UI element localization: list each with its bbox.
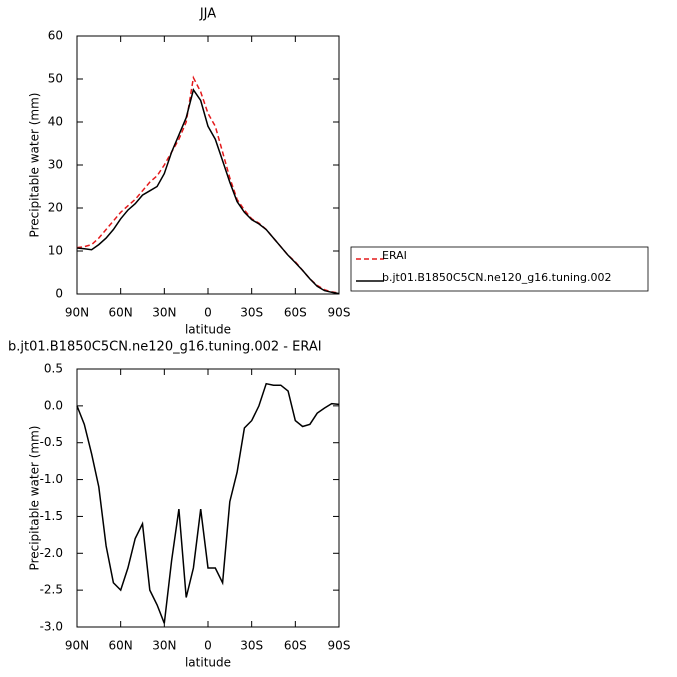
x-tick-label: 30S — [240, 306, 263, 320]
legend-box — [350, 246, 649, 292]
y-tick-label: 30 — [48, 158, 63, 172]
x-tick-label: 60S — [284, 639, 307, 653]
y-axis-label: Precipitable water (mm) — [28, 426, 42, 571]
plot-frame — [76, 368, 340, 628]
y-tick-label: 0.5 — [44, 362, 63, 376]
x-axis-label: latitude — [185, 323, 231, 337]
y-tick-label: -1.0 — [40, 472, 63, 486]
y-tick-label: 0.0 — [44, 398, 63, 412]
y-tick-label: 0 — [55, 287, 63, 301]
x-tick-label: 30N — [152, 306, 176, 320]
y-tick-label: -2.0 — [40, 546, 63, 560]
x-tick-label: 0 — [204, 639, 212, 653]
line-series — [76, 382, 340, 624]
y-tick-label: 10 — [48, 244, 63, 258]
x-tick-label: 60N — [109, 306, 133, 320]
x-tick-label: 60S — [284, 306, 307, 320]
x-tick-label: 90S — [328, 639, 351, 653]
plot-frame — [76, 35, 340, 295]
line-series — [76, 88, 340, 295]
y-tick-label: 50 — [48, 72, 63, 86]
chart-title: JJA — [199, 7, 216, 22]
y-tick-label: -3.0 — [40, 620, 63, 634]
y-tick-label: -0.5 — [40, 435, 63, 449]
legend-label: b.jt01.B1850C5CN.ne120_g16.tuning.002 — [382, 271, 611, 284]
y-tick-label: -2.5 — [40, 583, 63, 597]
x-tick-label: 90N — [65, 306, 89, 320]
y-tick-label: 20 — [48, 201, 63, 215]
x-tick-label: 90N — [65, 639, 89, 653]
legend-label: ERAI — [382, 249, 407, 262]
x-tick-label: 30N — [152, 639, 176, 653]
y-tick-label: -1.5 — [40, 509, 63, 523]
y-tick-label: 60 — [48, 29, 63, 43]
y-tick-label: 40 — [48, 115, 63, 129]
line-series — [76, 75, 340, 294]
x-tick-label: 30S — [240, 639, 263, 653]
x-tick-label: 60N — [109, 639, 133, 653]
x-tick-label: 90S — [328, 306, 351, 320]
x-axis-label: latitude — [185, 656, 231, 670]
x-tick-label: 0 — [204, 306, 212, 320]
y-axis-label: Precipitable water (mm) — [28, 93, 42, 238]
chart-title: b.jt01.B1850C5CN.ne120_g16.tuning.002 - … — [8, 340, 322, 355]
